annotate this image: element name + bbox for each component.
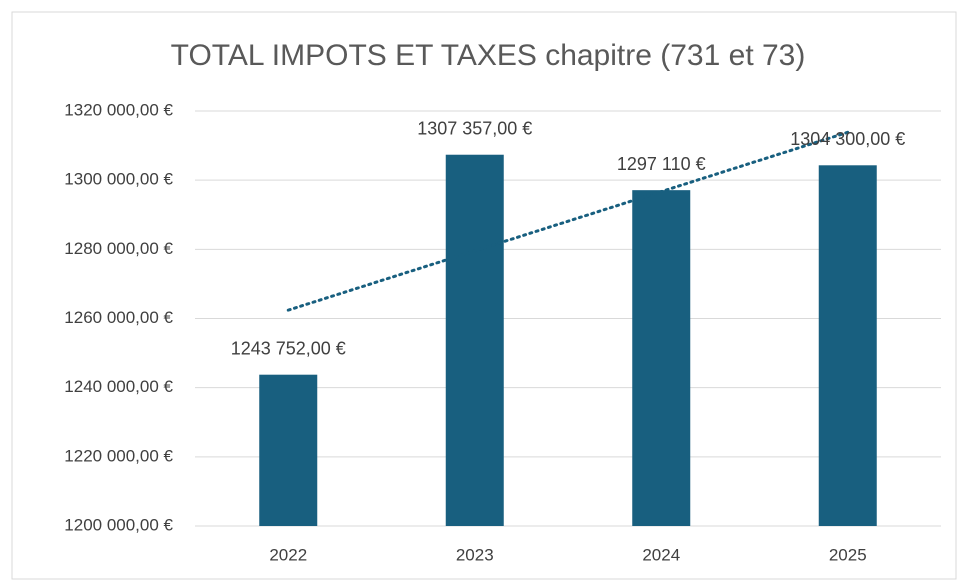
y-tick-label: 1280 000,00 € — [64, 239, 173, 258]
x-tick-label: 2022 — [269, 545, 307, 564]
bar — [632, 190, 691, 526]
value-label: 1307 357,00 € — [417, 118, 532, 138]
bar — [818, 165, 877, 526]
bar — [445, 154, 504, 527]
x-tick-label: 2023 — [456, 545, 494, 564]
y-tick-label: 1320 000,00 € — [64, 100, 173, 119]
y-tick-label: 1300 000,00 € — [64, 170, 173, 189]
y-tick-label: 1240 000,00 € — [64, 377, 173, 396]
value-label: 1243 752,00 € — [231, 338, 346, 358]
x-tick-label: 2024 — [642, 545, 680, 564]
chart-title: TOTAL IMPOTS ET TAXES chapitre (731 et 7… — [171, 39, 806, 72]
x-tick-label: 2025 — [829, 545, 867, 564]
y-tick-label: 1260 000,00 € — [64, 308, 173, 327]
trendline — [286, 130, 850, 312]
y-tick-label: 1220 000,00 € — [64, 446, 173, 465]
bar — [259, 374, 318, 526]
y-tick-label: 1200 000,00 € — [64, 515, 173, 534]
value-label: 1304 300,00 € — [790, 129, 905, 149]
value-label: 1297 110 € — [617, 154, 706, 174]
